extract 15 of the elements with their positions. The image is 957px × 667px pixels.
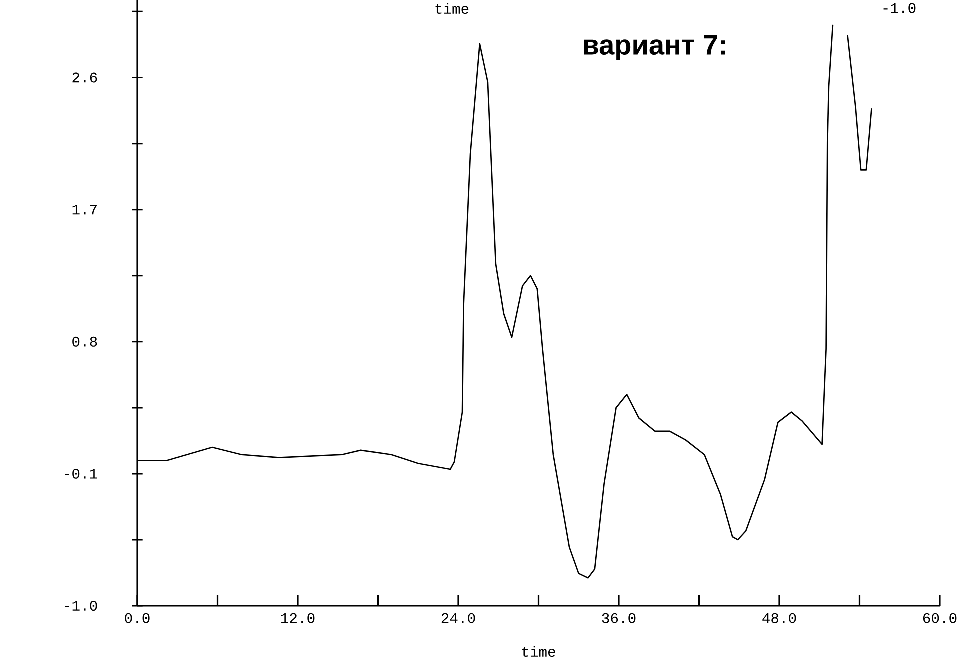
annotation: вариант 7: (584, 35, 726, 61)
y-tick-label: -0.1 (65, 468, 98, 479)
x-tick-label: 24.0 (442, 613, 476, 624)
x-tick-label: 12.0 (281, 613, 315, 624)
y-tick-label: 2.6 (72, 72, 98, 83)
y-tick-label: 0.8 (72, 336, 98, 347)
annotation: time (436, 3, 469, 14)
x-tick-label: 0.0 (125, 613, 150, 624)
y-tick-label: 1.7 (72, 204, 97, 215)
x-tick-label: 48.0 (762, 613, 796, 624)
x-tick-label: 60.0 (923, 613, 957, 624)
y-tick-label: -1.0 (65, 601, 98, 611)
x-tick-label: 36.0 (602, 613, 636, 624)
x-axis-title: time (522, 646, 556, 658)
annotation: -1.0 (884, 3, 916, 14)
